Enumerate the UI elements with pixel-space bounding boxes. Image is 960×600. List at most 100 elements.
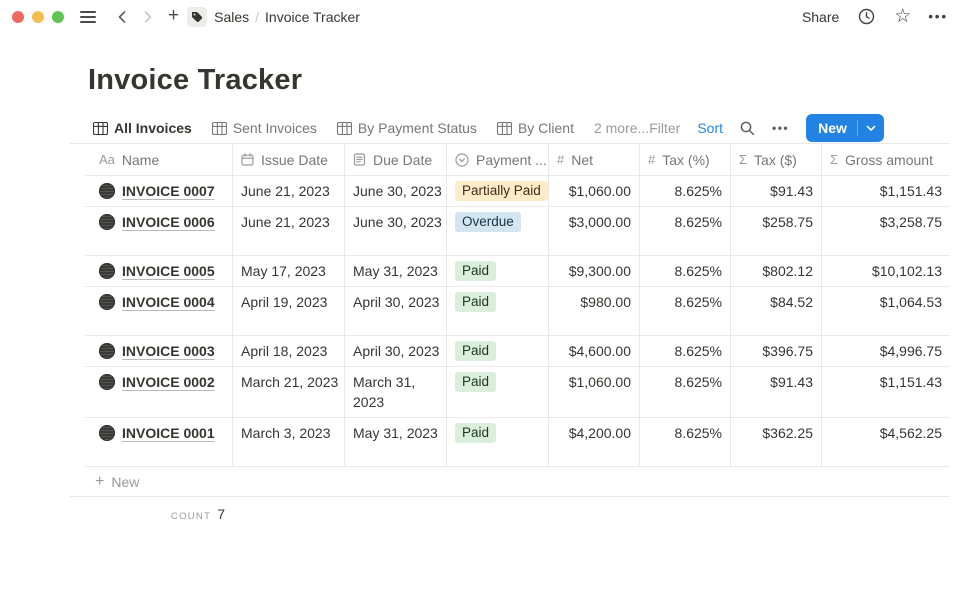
share-button[interactable]: Share — [801, 8, 840, 25]
tax-usd-cell[interactable]: $91.43 — [731, 176, 822, 206]
minimize-window-button[interactable] — [32, 10, 44, 23]
payment-status-cell[interactable]: Paid — [447, 367, 549, 417]
issue-date-cell[interactable]: June 21, 2023 — [233, 207, 345, 255]
payment-status-cell[interactable]: Paid — [447, 336, 549, 366]
invoice-name-cell[interactable]: INVOICE 0001 — [85, 418, 233, 466]
table-row[interactable]: INVOICE 0002 March 21, 2023 March 31, 20… — [85, 367, 950, 418]
gross-amount-cell[interactable]: $1,064.53 — [879, 294, 942, 310]
invoice-link[interactable]: INVOICE 0005 — [122, 263, 215, 279]
sort-button[interactable]: Sort — [697, 120, 724, 136]
column-header-net[interactable]: # Net — [549, 144, 640, 175]
status-badge[interactable]: Paid — [455, 423, 497, 443]
column-header-payment-status[interactable]: Payment ... — [447, 144, 549, 175]
back-icon[interactable] — [114, 8, 130, 26]
close-window-button[interactable] — [12, 10, 24, 23]
tax-pct-cell[interactable]: 8.625% — [640, 418, 731, 466]
issue-date-cell[interactable]: April 19, 2023 — [233, 287, 345, 335]
new-button[interactable]: New — [806, 114, 884, 142]
status-badge[interactable]: Paid — [455, 292, 497, 312]
payment-status-cell[interactable]: Overdue — [447, 207, 549, 255]
net-cell[interactable]: $1,060.00 — [549, 367, 640, 417]
zoom-window-button[interactable] — [52, 10, 64, 23]
tax-usd-cell[interactable]: $396.75 — [731, 336, 822, 366]
table-row[interactable]: INVOICE 0001 March 3, 2023 May 31, 2023 … — [85, 418, 950, 467]
table-row[interactable]: INVOICE 0003 April 18, 2023 April 30, 20… — [85, 336, 950, 367]
tax-usd-cell[interactable]: $258.75 — [731, 207, 822, 255]
tab-all-invoices[interactable]: All Invoices — [93, 120, 192, 136]
net-cell[interactable]: $4,200.00 — [549, 418, 640, 466]
table-row[interactable]: INVOICE 0007 June 21, 2023 June 30, 2023… — [85, 176, 950, 207]
tax-pct-cell[interactable]: 8.625% — [640, 367, 731, 417]
table-row[interactable]: INVOICE 0005 May 17, 2023 May 31, 2023 P… — [85, 256, 950, 287]
view-options-icon[interactable]: ••• — [772, 121, 790, 135]
sidebar-toggle-icon[interactable] — [80, 10, 96, 23]
tax-pct-cell[interactable]: 8.625% — [640, 207, 731, 255]
forward-icon[interactable] — [140, 8, 156, 26]
status-badge[interactable]: Overdue — [455, 212, 521, 232]
invoice-link[interactable]: INVOICE 0002 — [122, 374, 215, 390]
due-date-cell[interactable]: March 31, 2023 — [345, 367, 447, 417]
status-badge[interactable]: Partially Paid — [455, 181, 548, 201]
due-date-cell[interactable]: June 30, 2023 — [345, 207, 447, 255]
breadcrumb-workspace[interactable]: Sales — [214, 8, 250, 25]
net-cell[interactable]: $4,600.00 — [549, 336, 640, 366]
net-cell[interactable]: $9,300.00 — [549, 256, 640, 286]
column-header-issue-date[interactable]: Issue Date — [233, 144, 345, 175]
gross-amount-cell[interactable]: $1,151.43 — [879, 183, 942, 199]
invoice-link[interactable]: INVOICE 0006 — [122, 214, 215, 230]
issue-date-cell[interactable]: April 18, 2023 — [233, 336, 345, 366]
tax-pct-cell[interactable]: 8.625% — [640, 336, 731, 366]
tab-sent-invoices[interactable]: Sent Invoices — [211, 120, 317, 136]
issue-date-cell[interactable]: March 3, 2023 — [233, 418, 345, 466]
filter-button[interactable]: Filter — [649, 120, 681, 136]
due-date-cell[interactable]: April 30, 2023 — [345, 287, 447, 335]
page-tag-icon[interactable] — [187, 6, 208, 27]
count-calculation[interactable]: count 7 — [85, 497, 233, 522]
search-icon[interactable] — [740, 121, 755, 136]
new-page-icon[interactable]: + — [168, 5, 180, 26]
page-title[interactable]: Invoice Tracker — [88, 64, 303, 96]
status-badge[interactable]: Paid — [455, 341, 497, 361]
table-row[interactable]: INVOICE 0006 June 21, 2023 June 30, 2023… — [85, 207, 950, 256]
gross-amount-cell[interactable]: $4,996.75 — [879, 343, 942, 359]
column-header-name[interactable]: Aa Name — [85, 144, 233, 175]
net-cell[interactable]: $980.00 — [549, 287, 640, 335]
tax-usd-cell[interactable]: $362.25 — [731, 418, 822, 466]
gross-amount-cell[interactable]: $4,562.25 — [879, 425, 942, 441]
invoice-name-cell[interactable]: INVOICE 0004 — [85, 287, 233, 335]
gross-amount-cell[interactable]: $10,102.13 — [871, 263, 942, 279]
payment-status-cell[interactable]: Partially Paid — [447, 176, 549, 206]
status-badge[interactable]: Paid — [455, 372, 497, 392]
invoice-link[interactable]: INVOICE 0007 — [122, 183, 215, 199]
invoice-name-cell[interactable]: INVOICE 0003 — [85, 336, 233, 366]
issue-date-cell[interactable]: June 21, 2023 — [233, 176, 345, 206]
issue-date-cell[interactable]: March 21, 2023 — [233, 367, 345, 417]
gross-amount-cell[interactable]: $1,151.43 — [879, 374, 942, 390]
tax-usd-cell[interactable]: $802.12 — [731, 256, 822, 286]
tab-by-payment-status[interactable]: By Payment Status — [336, 120, 477, 136]
invoice-name-cell[interactable]: INVOICE 0007 — [85, 176, 233, 206]
issue-date-cell[interactable]: May 17, 2023 — [233, 256, 345, 286]
net-cell[interactable]: $3,000.00 — [549, 207, 640, 255]
payment-status-cell[interactable]: Paid — [447, 418, 549, 466]
gross-amount-cell[interactable]: $3,258.75 — [879, 214, 942, 230]
tax-pct-cell[interactable]: 8.625% — [640, 176, 731, 206]
tab-by-client[interactable]: By Client — [496, 120, 574, 136]
due-date-cell[interactable]: May 31, 2023 — [345, 256, 447, 286]
due-date-cell[interactable]: April 30, 2023 — [345, 336, 447, 366]
more-options-icon[interactable]: ••• — [928, 9, 948, 24]
breadcrumb-page[interactable]: Invoice Tracker — [265, 8, 360, 25]
invoice-name-cell[interactable]: INVOICE 0005 — [85, 256, 233, 286]
net-cell[interactable]: $1,060.00 — [549, 176, 640, 206]
column-header-tax-usd[interactable]: Σ Tax ($) — [731, 144, 822, 175]
tab-overflow[interactable]: 2 more... — [593, 120, 650, 136]
tax-usd-cell[interactable]: $91.43 — [731, 367, 822, 417]
chevron-down-icon[interactable] — [858, 125, 884, 132]
payment-status-cell[interactable]: Paid — [447, 256, 549, 286]
table-row[interactable]: INVOICE 0004 April 19, 2023 April 30, 20… — [85, 287, 950, 336]
column-header-gross-amount[interactable]: Σ Gross amount — [822, 144, 950, 175]
invoice-link[interactable]: INVOICE 0004 — [122, 294, 215, 310]
invoice-link[interactable]: INVOICE 0001 — [122, 425, 215, 441]
invoice-name-cell[interactable]: INVOICE 0006 — [85, 207, 233, 255]
due-date-cell[interactable]: May 31, 2023 — [345, 418, 447, 466]
